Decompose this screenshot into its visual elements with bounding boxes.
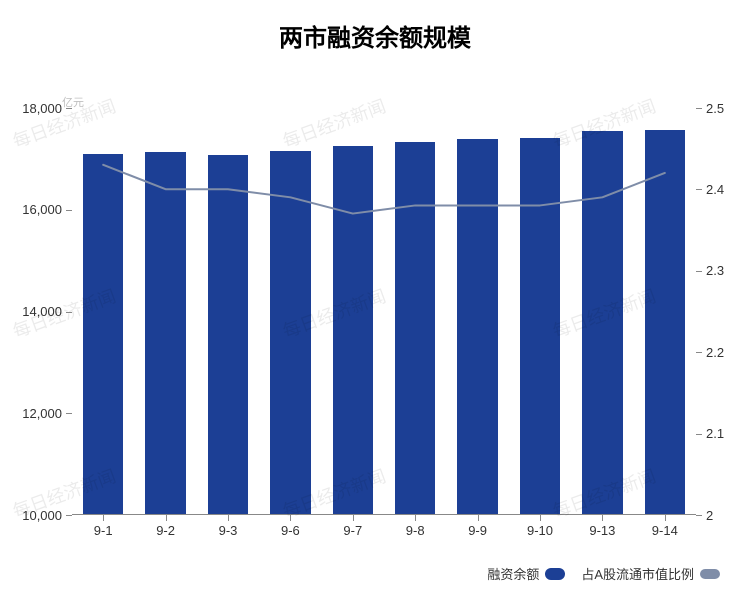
legend-item-line: 占A股流通市值比例	[581, 564, 720, 583]
y-left-tickmark	[66, 210, 72, 211]
y-left-tickmark	[66, 108, 72, 109]
x-tick-label: 9-9	[468, 523, 487, 538]
y-right-tickmark	[696, 271, 702, 272]
x-tick-label: 9-13	[589, 523, 615, 538]
y-left-tickmark	[66, 413, 72, 414]
x-tick-label: 9-6	[281, 523, 300, 538]
plot-area	[72, 108, 696, 515]
x-tickmark	[540, 515, 541, 521]
x-tickmark	[602, 515, 603, 521]
chart-title: 两市融资余额规模	[0, 0, 750, 53]
legend: 融资余额 占A股流通市值比例	[487, 564, 720, 583]
y-right-tick: 2.3	[706, 263, 724, 278]
y-left-tickmark	[66, 312, 72, 313]
y-right-tick: 2.1	[706, 426, 724, 441]
legend-swatch-bar	[545, 568, 565, 580]
y-right-tickmark	[696, 189, 702, 190]
x-tick-label: 9-8	[406, 523, 425, 538]
x-tick-label: 9-3	[219, 523, 238, 538]
y-left-tick: 12,000	[0, 406, 62, 421]
x-tick-label: 9-10	[527, 523, 553, 538]
y-left-tick: 18,000	[0, 101, 62, 116]
x-tickmark	[415, 515, 416, 521]
x-tickmark	[103, 515, 104, 521]
y-right-tickmark	[696, 108, 702, 109]
x-tick-label: 9-14	[652, 523, 678, 538]
legend-label-bar: 融资余额	[487, 564, 539, 583]
legend-label-line: 占A股流通市值比例	[581, 564, 694, 583]
y-right-tick: 2.5	[706, 101, 724, 116]
x-tickmark	[353, 515, 354, 521]
x-tickmark	[478, 515, 479, 521]
x-tickmark	[228, 515, 229, 521]
y-left-tickmark	[66, 515, 72, 516]
x-tick-label: 9-1	[94, 523, 113, 538]
y-right-tickmark	[696, 434, 702, 435]
y-left-tick: 10,000	[0, 508, 62, 523]
x-tick-label: 9-7	[343, 523, 362, 538]
y-left-tick: 16,000	[0, 202, 62, 217]
y-right-tick: 2.4	[706, 182, 724, 197]
y-right-tickmark	[696, 352, 702, 353]
line-series	[72, 108, 696, 514]
x-tickmark	[665, 515, 666, 521]
y-right-tick: 2	[706, 508, 713, 523]
legend-swatch-line	[700, 569, 720, 579]
chart-area: 亿元10,00012,00014,00016,00018,00022.12.22…	[0, 60, 750, 593]
x-tick-label: 9-2	[156, 523, 175, 538]
y-right-tickmark	[696, 515, 702, 516]
x-tickmark	[166, 515, 167, 521]
y-right-tick: 2.2	[706, 345, 724, 360]
x-tickmark	[290, 515, 291, 521]
legend-item-bar: 融资余额	[487, 564, 565, 583]
y-left-tick: 14,000	[0, 304, 62, 319]
